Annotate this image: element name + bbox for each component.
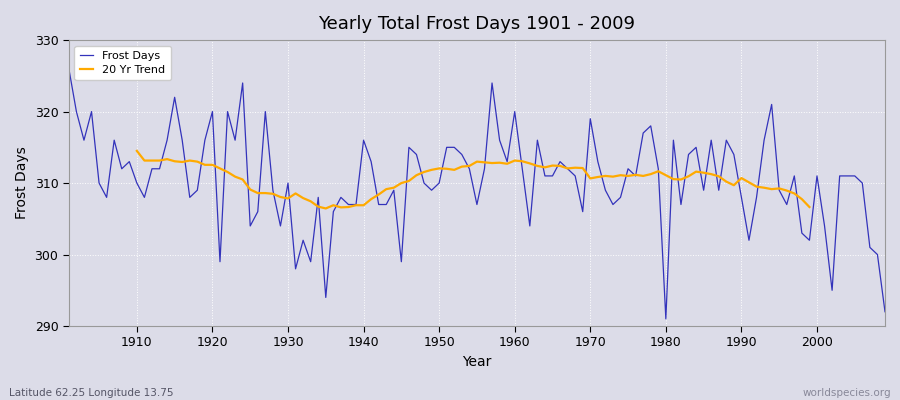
Frost Days	[661, 316, 671, 321]
Frost Days	[879, 309, 890, 314]
Line: 20 Yr Trend: 20 Yr Trend	[137, 151, 809, 208]
20 Yr Trend	[698, 170, 709, 175]
20 Yr Trend	[781, 188, 792, 193]
Legend: Frost Days, 20 Yr Trend: Frost Days, 20 Yr Trend	[75, 46, 171, 80]
20 Yr Trend	[608, 174, 618, 179]
Frost Days	[63, 66, 74, 71]
20 Yr Trend	[320, 206, 331, 211]
Frost Days	[124, 159, 135, 164]
20 Yr Trend	[131, 148, 142, 153]
X-axis label: Year: Year	[463, 355, 491, 369]
Frost Days	[502, 159, 513, 164]
Frost Days	[600, 188, 611, 193]
Y-axis label: Frost Days: Frost Days	[15, 147, 29, 220]
Frost Days	[290, 266, 301, 271]
Line: Frost Days: Frost Days	[68, 69, 885, 319]
20 Yr Trend	[714, 174, 724, 179]
Text: worldspecies.org: worldspecies.org	[803, 388, 891, 398]
Frost Days	[509, 109, 520, 114]
Frost Days	[336, 195, 346, 200]
20 Yr Trend	[804, 205, 814, 210]
20 Yr Trend	[343, 205, 354, 210]
20 Yr Trend	[222, 170, 233, 174]
Text: Latitude 62.25 Longitude 13.75: Latitude 62.25 Longitude 13.75	[9, 388, 174, 398]
Title: Yearly Total Frost Days 1901 - 2009: Yearly Total Frost Days 1901 - 2009	[319, 15, 635, 33]
